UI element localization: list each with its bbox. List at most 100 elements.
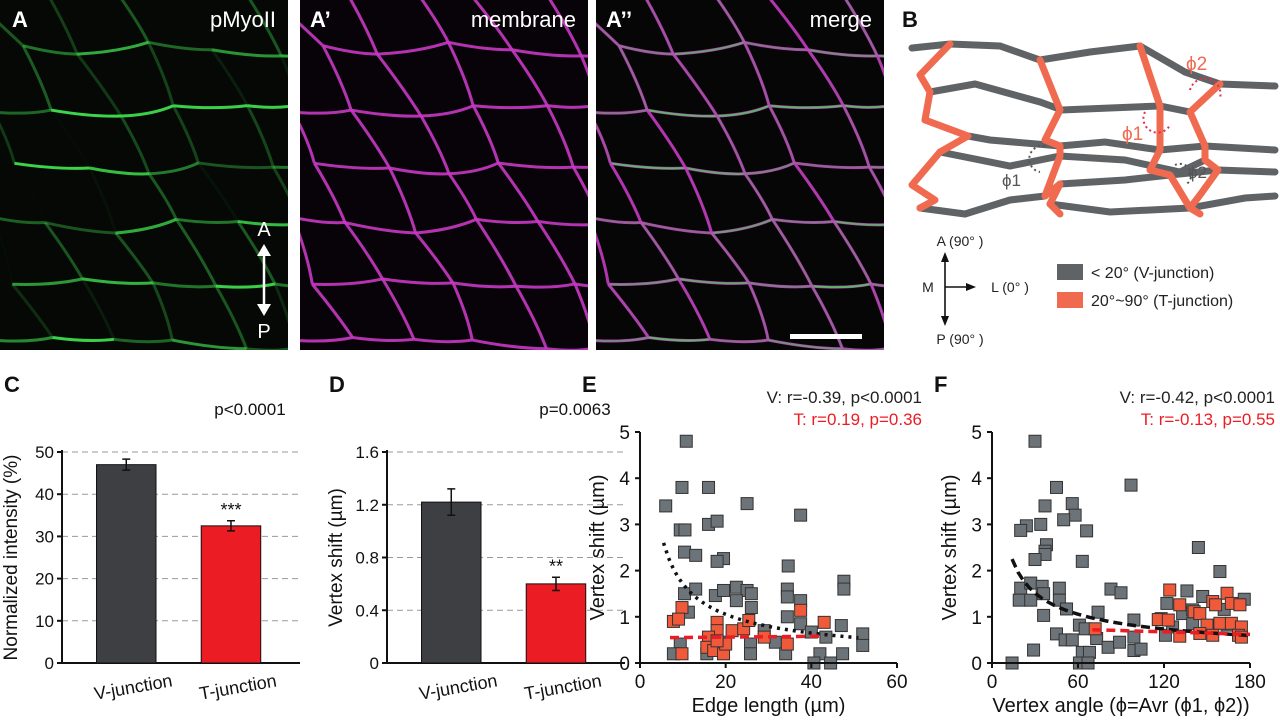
significance-marker: *** [220,500,241,520]
v-junction-point [834,619,848,633]
y-tick-label: 4 [971,469,982,490]
myosin-edge [246,104,275,168]
t-junction-point [1193,607,1207,621]
membrane-edge [618,44,674,56]
v-junction-point [837,582,851,596]
scale-bar [790,334,862,339]
v-junction-point [1114,586,1128,600]
compass-top-label: A (90° ) [937,233,984,249]
x-tick-label: 120 [1148,672,1180,693]
myosin-edge [274,282,288,288]
y-tick-label: 4 [619,469,630,490]
v-junction-point [1012,593,1026,607]
membrane-edge [300,121,316,164]
myosin-edge [211,48,282,58]
panel-letter: A’’ [606,7,632,32]
membrane-edge [471,104,500,164]
v-junction-point [781,559,795,573]
membrane-edge [300,22,325,47]
error-bar [226,520,235,532]
v-junction-point [729,594,743,608]
membrane-edge [744,161,795,176]
membrane-edge [645,0,675,55]
t-junction-point [1173,598,1187,612]
myosin-edge [610,162,686,170]
myosin-edge [833,220,884,226]
v-junction-point [1014,523,1028,537]
x-tick-label: T-junction [523,670,603,703]
myosin-edge [685,167,746,175]
y-tick-label: 5 [619,423,630,444]
membrane-edge [794,161,870,170]
membrane-edge [451,282,474,341]
y-tick-label: 1.6 [355,443,379,462]
myosin-edge [272,166,288,198]
membrane-edge [300,336,353,343]
myosin-edge [171,104,200,164]
membrane-edge [710,232,751,284]
membrane-edge [547,104,588,109]
bar [200,525,262,664]
myosin-edge [711,218,773,234]
axis-anterior-label: A [257,219,271,241]
t-junction-point [1213,616,1227,630]
v-junction-point [1037,608,1051,622]
x-tick-label: 60 [1067,672,1088,693]
v-junction-point [1050,480,1063,494]
compass-left-label: M [922,279,934,295]
myosin-edge [14,161,90,170]
membrane-edge [806,48,845,107]
stat-annotation: V: r=-0.42, p<0.0001 [1120,388,1275,407]
channel-label: pMyoII [210,7,276,32]
compass-arrows-icon [941,252,976,326]
v-junction-point [1034,517,1048,531]
myosin-edge [870,282,884,287]
y-tick-label: 1.2 [355,496,379,515]
myosin-edge [21,44,53,111]
membrane-edge [645,109,687,169]
membrane-edge [414,232,455,284]
y-axis-label: Vertex shift (µm) [326,488,347,627]
membrane-edge [709,337,769,344]
y-tick-label: 0.8 [355,549,379,568]
myosin-edge [215,282,276,289]
v-junction-point [794,508,808,522]
t-junction-point [1209,598,1223,612]
angle-label: ϕ2 [1186,54,1207,75]
membrane-edge [581,54,588,58]
myosin-edge [843,104,884,109]
y-tick-label: 0 [45,654,54,673]
y-tick-label: 0.4 [355,601,379,620]
v-junction-point [1038,499,1052,513]
membrane-edge [511,48,582,58]
bar [525,583,587,664]
myosin-edge [0,22,25,47]
v-junction-point [729,580,743,594]
membrane-edge [869,165,884,169]
membrane-edge [537,219,588,227]
myosin-edge [148,161,199,176]
membrane-edge [596,217,642,225]
membrane-edge [609,162,643,224]
myosin-edge [11,283,54,339]
membrane-edge [313,162,347,224]
membrane-edge [349,0,379,55]
membrane-edge [672,53,719,117]
v-junction-point [744,601,758,615]
v-junction-point [1028,553,1042,567]
myosin-edge [281,54,288,58]
compass: A (90° ) P (90° ) M L (0° ) [922,233,1029,347]
myosin-edge [43,221,84,280]
membrane-edge [514,285,548,350]
v-junction-point [702,480,716,494]
membrane-edge [448,40,513,52]
v-trendline [1010,558,1251,638]
v-junction-point [1091,605,1105,619]
membrane-edge [388,167,418,234]
membrane-edge [877,54,884,58]
y-tick-label: 5 [971,423,982,444]
y-tick-label: 0 [370,654,379,673]
v-junction-point [1065,497,1079,511]
v-junction-point [710,514,724,528]
y-tick-label: 0 [971,654,982,675]
